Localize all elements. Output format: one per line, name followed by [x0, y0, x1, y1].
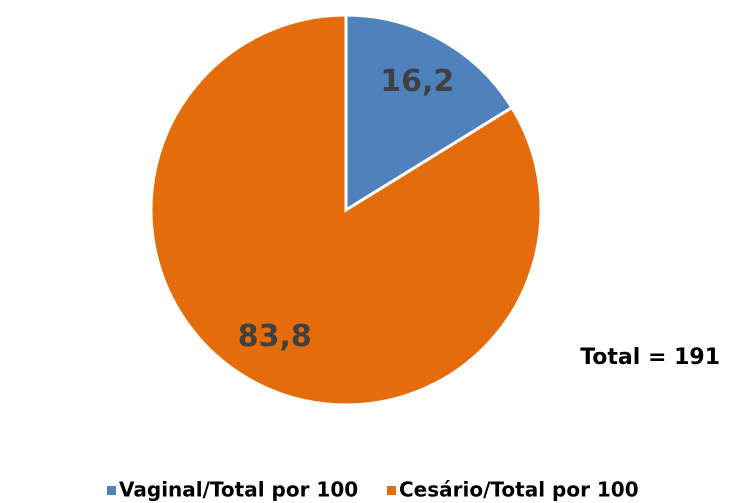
legend-swatch: [387, 486, 396, 495]
legend-swatch: [107, 486, 116, 495]
data-label: 83,8: [238, 319, 312, 354]
legend-label: Vaginal/Total por 100: [119, 478, 358, 502]
pie-slice: [149, 13, 543, 407]
pie-slice: [344, 13, 515, 213]
annotation: Total = 191: [580, 345, 720, 370]
legend-label: Cesário/Total por 100: [399, 478, 639, 502]
data-label: 16,2: [380, 64, 454, 99]
